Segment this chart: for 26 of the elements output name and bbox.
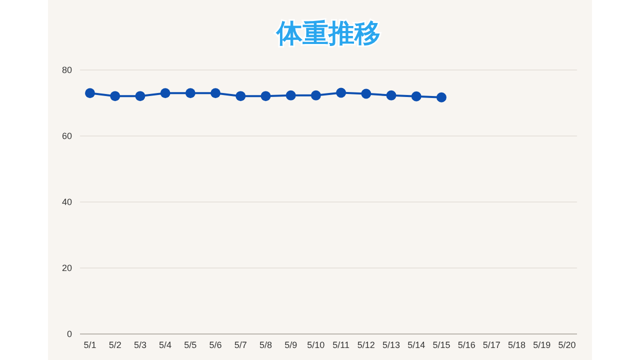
x-tick-label: 5/13 [382, 340, 400, 350]
y-tick-label: 20 [62, 263, 72, 274]
x-tick-label: 5/10 [307, 340, 325, 350]
x-tick-label: 5/8 [259, 340, 272, 350]
x-tick-label: 5/6 [209, 340, 222, 350]
y-tick-label: 80 [62, 65, 72, 76]
x-tick-label: 5/5 [184, 340, 197, 350]
x-tick-label: 5/17 [482, 340, 500, 350]
x-tick-label: 5/2 [108, 340, 122, 350]
x-tick-label: 5/19 [533, 340, 551, 350]
x-tick-label: 5/11 [332, 340, 350, 350]
x-tick-label: 5/20 [558, 340, 576, 350]
x-tick-label: 5/14 [408, 340, 426, 350]
x-tick-label: 5/1 [84, 340, 96, 350]
y-tick-label: 0 [66, 329, 72, 340]
x-tick-label: 5/12 [357, 340, 375, 350]
x-tick-label: 5/18 [508, 340, 526, 350]
x-tick-label: 5/7 [234, 340, 247, 350]
y-tick-label: 40 [62, 197, 72, 208]
x-tick-label: 5/9 [284, 340, 298, 350]
chart-title: 体重推移 [276, 19, 380, 49]
x-tick-label: 5/16 [458, 340, 476, 350]
x-tick-label: 5/15 [432, 340, 450, 350]
x-tick-label: 5/4 [159, 340, 172, 350]
y-tick-label: 60 [62, 131, 72, 142]
x-tick-label: 5/3 [134, 340, 146, 350]
